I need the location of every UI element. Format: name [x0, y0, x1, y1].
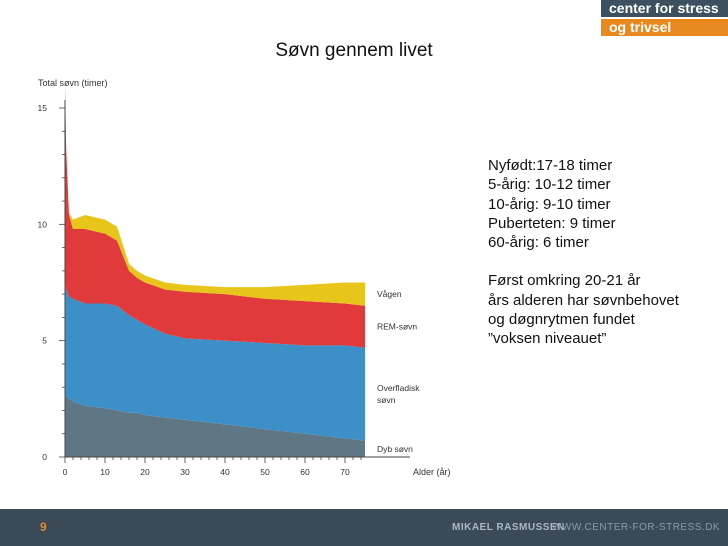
series-label-2-0: REM-søvn	[377, 322, 417, 332]
footer-author: MIKAEL RASMUSSEN	[452, 522, 565, 533]
note-line-2: 10-årig: 9-10 timer	[488, 195, 611, 213]
footer-website[interactable]: WWW.CENTER-FOR-STRESS.DK	[552, 522, 721, 533]
y-axis-label: Total søvn (timer)	[38, 78, 108, 88]
y-tick-label-15: 15	[38, 103, 48, 113]
x-tick-label-30: 30	[180, 467, 190, 477]
notes-spacer	[488, 252, 728, 271]
logo-line-2: og trivsel	[601, 19, 728, 36]
x-tick-label-50: 50	[260, 467, 270, 477]
footer-bar: 9 MIKAEL RASMUSSEN WWW.CENTER-FOR-STRESS…	[0, 509, 728, 546]
area-series-3	[65, 84, 365, 306]
x-tick-label-10: 10	[100, 467, 110, 477]
series-label-1-1: søvn	[377, 395, 396, 405]
series-label-3-0: Vågen	[377, 289, 402, 299]
x-tick-label-20: 20	[140, 467, 150, 477]
x-tick-label-40: 40	[220, 467, 230, 477]
x-tick-label-70: 70	[340, 467, 350, 477]
series-label-0-0: Dyb søvn	[377, 444, 413, 454]
note-line-1: 5-årig: 10-12 timer	[488, 176, 611, 194]
y-tick-label-10: 10	[38, 219, 48, 229]
area-series-0	[65, 396, 365, 457]
sleep-chart: Dyb søvn Overfladisk søvn REM-søvn Vågen 0 5 10…	[38, 78, 451, 477]
notes-text-block: Nyfødt:17-18 timer 5-årig: 10-12 timer 10-…	[488, 156, 728, 349]
note-line-4: 60-årig: 6 timer	[488, 234, 589, 252]
y-tick-label-5: 5	[42, 336, 47, 346]
note-line-9: ”voksen niveauet”	[488, 330, 607, 348]
x-tick-label-0: 0	[63, 467, 68, 477]
series-label-1-0: Overfladisk	[377, 383, 420, 393]
y-tick-label-0: 0	[42, 452, 47, 462]
x-axis-label: Alder (år)	[413, 467, 451, 477]
slide-title: Søvn gennem livet	[275, 40, 433, 61]
note-line-0: Nyfødt:17-18 timer	[488, 157, 613, 174]
note-line-6: Først omkring 20-21 år	[488, 272, 641, 290]
area-series-2	[65, 84, 365, 348]
note-line-3: Puberteten: 9 timer	[488, 214, 616, 232]
logo-line-1: center for stress	[601, 0, 728, 17]
note-line-7: års alderen har søvnbehovet	[488, 291, 679, 309]
area-series-1	[65, 282, 365, 441]
page-number: 9	[40, 520, 47, 534]
note-line-8: og døgnrytmen fundet	[488, 311, 635, 329]
x-tick-label-60: 60	[300, 467, 310, 477]
